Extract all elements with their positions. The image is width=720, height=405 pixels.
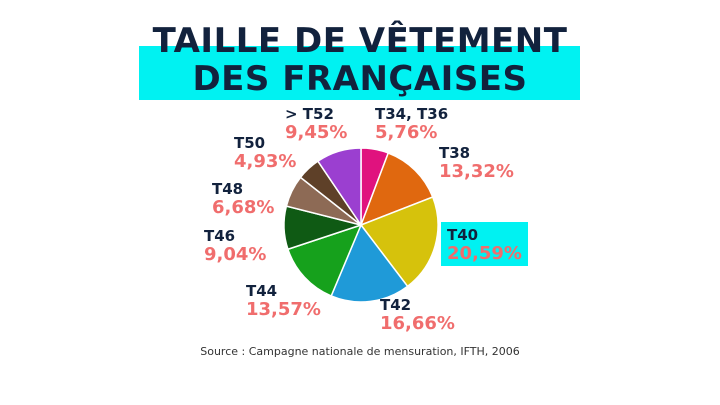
pie-slice-t42 bbox=[330, 223, 409, 303]
slice-value: 13,57% bbox=[246, 299, 321, 320]
slice-label: T50 bbox=[234, 134, 266, 152]
label-t34-t36: T34, T36 5,76% bbox=[375, 107, 448, 142]
pie-slice-t38 bbox=[359, 152, 434, 227]
title-line-2: DES FRANÇAISES bbox=[192, 59, 528, 99]
title-highlight-band bbox=[139, 46, 580, 100]
label-t44: T44 13,57% bbox=[246, 284, 321, 319]
slice-value: 20,59% bbox=[447, 243, 522, 264]
source-note: Source : Campagne nationale de mensurati… bbox=[200, 345, 520, 358]
label-t42: T42 16,66% bbox=[380, 298, 455, 333]
slice-value: 4,93% bbox=[234, 151, 297, 172]
label-t52: > T52 9,45% bbox=[285, 107, 347, 142]
slice-value: 9,45% bbox=[285, 122, 348, 143]
slice-value: 16,66% bbox=[380, 313, 455, 334]
slice-label: T44 bbox=[246, 282, 278, 300]
slice-label: T46 bbox=[204, 227, 236, 245]
label-t50: T50 4,93% bbox=[234, 136, 296, 171]
title-line-1: TAILLE DE VÊTEMENT bbox=[152, 21, 568, 61]
slice-label: T42 bbox=[380, 296, 412, 314]
slice-value: 9,04% bbox=[204, 244, 267, 265]
slice-label: > T52 bbox=[285, 105, 334, 123]
slice-label: T34, T36 bbox=[375, 105, 449, 123]
slice-label: T40 bbox=[447, 226, 479, 244]
pie-slice-t40 bbox=[359, 196, 439, 288]
slice-value: 6,68% bbox=[212, 197, 275, 218]
pie-slice-t44 bbox=[286, 223, 363, 297]
slice-value: 13,32% bbox=[439, 161, 514, 182]
label-t38: T38 13,32% bbox=[439, 146, 514, 181]
slice-label: T48 bbox=[212, 180, 244, 198]
pie-slice-t52 bbox=[316, 147, 362, 228]
label-t40: T40 20,59% bbox=[441, 222, 528, 266]
label-t46: T46 9,04% bbox=[204, 229, 266, 264]
chart-title: TAILLE DE VÊTEMENT DES FRANÇAISES bbox=[0, 22, 720, 98]
slice-label: T38 bbox=[439, 144, 471, 162]
label-t48: T48 6,68% bbox=[212, 182, 274, 217]
slice-value: 5,76% bbox=[375, 122, 438, 143]
